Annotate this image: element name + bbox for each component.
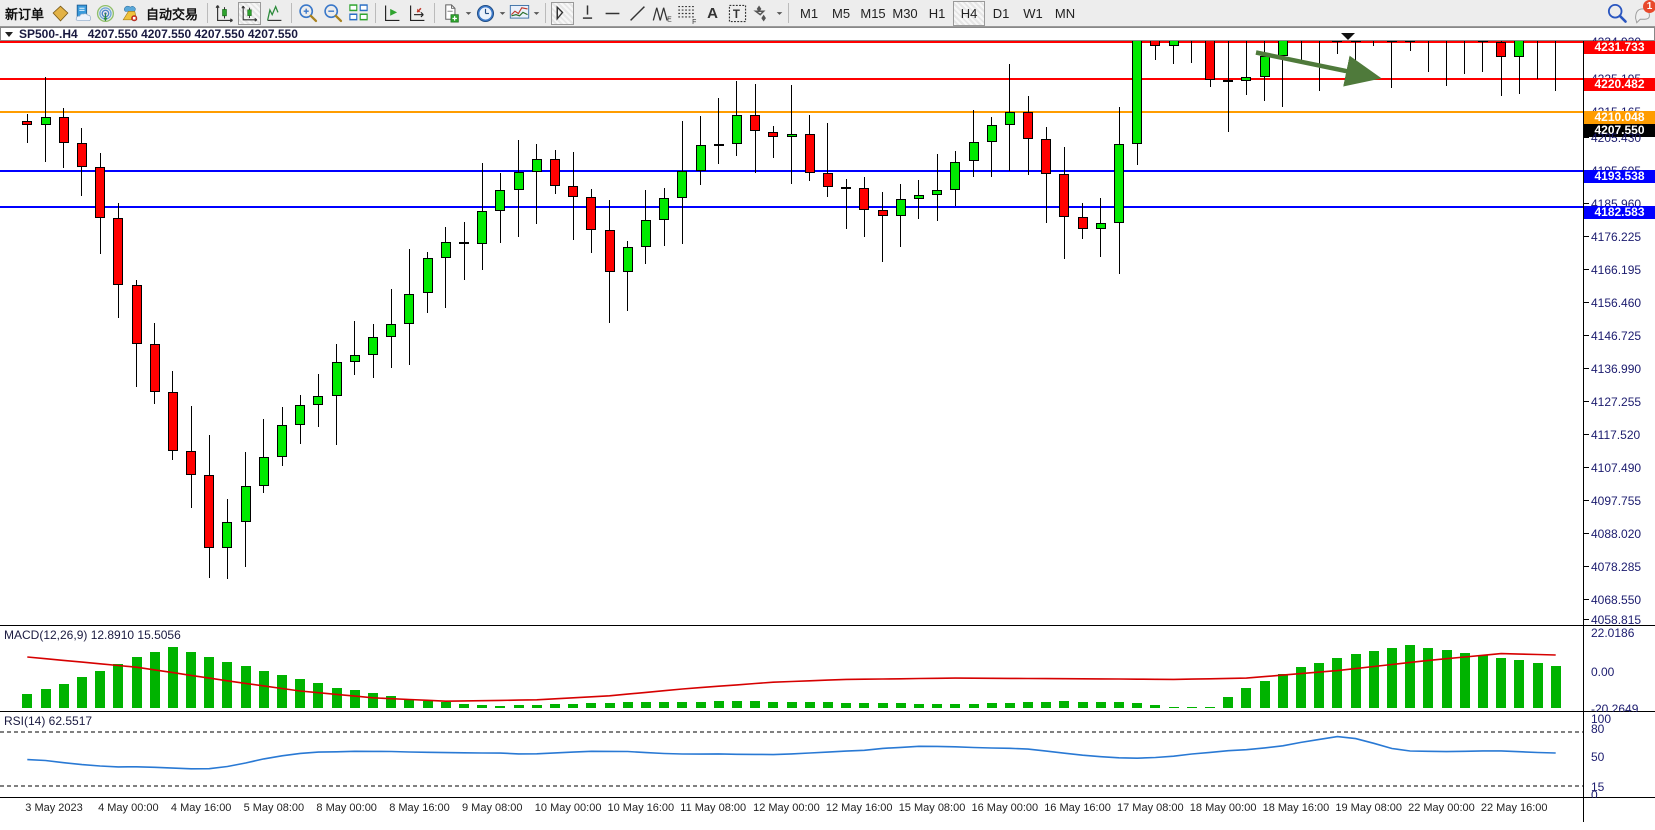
svg-text:T: T xyxy=(733,9,740,21)
svg-text:F: F xyxy=(692,18,696,24)
svg-text:E: E xyxy=(667,16,672,23)
